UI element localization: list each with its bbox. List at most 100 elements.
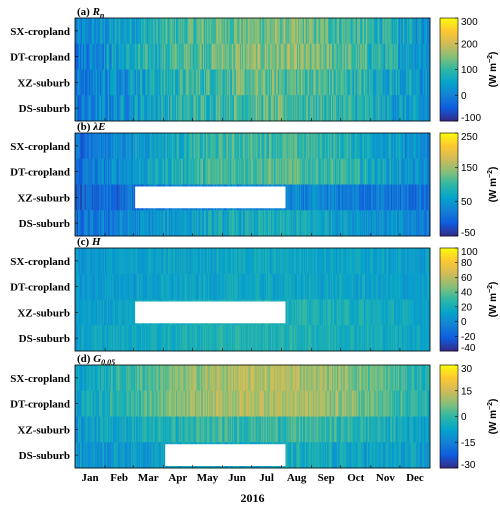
heatmap-cell — [85, 18, 87, 45]
colorbar-tick-label: 40 — [461, 288, 473, 299]
heatmap-cell — [399, 299, 402, 326]
heatmap-cell — [130, 95, 132, 122]
heatmap-cell — [114, 365, 117, 392]
heatmap-cell — [127, 95, 129, 122]
heatmap-cell — [172, 365, 175, 392]
heatmap-cell — [230, 248, 232, 275]
heatmap-cell — [168, 273, 170, 300]
heatmap-cell — [204, 248, 206, 275]
heatmap-cell — [233, 273, 235, 300]
heatmap-cell — [364, 365, 366, 392]
heatmap-cell — [422, 210, 424, 237]
heatmap-cell — [323, 69, 325, 96]
heatmap-cell — [164, 69, 166, 96]
heatmap-cell — [293, 43, 295, 70]
heatmap-cell — [130, 210, 132, 237]
heatmap-cell — [305, 69, 308, 96]
heatmap-cell — [261, 69, 263, 96]
heatmap-cell — [159, 95, 161, 122]
heatmap-cell — [169, 273, 171, 300]
heatmap-cell — [153, 210, 155, 237]
heatmap-cell — [250, 18, 252, 45]
heatmap-cell — [203, 248, 205, 275]
heatmap-cell — [269, 325, 272, 352]
heatmap-cell — [139, 95, 142, 122]
heatmap-cell — [233, 18, 235, 45]
heatmap-cell — [248, 365, 250, 392]
heatmap-cell — [222, 325, 224, 352]
heatmap-cell — [333, 325, 336, 352]
heatmap-cell — [404, 210, 407, 237]
heatmap-cell — [264, 158, 266, 185]
heatmap-cell — [192, 95, 194, 122]
heatmap-cell — [113, 248, 116, 275]
heatmap-cell — [290, 299, 292, 326]
heatmap-cell — [194, 95, 196, 122]
heatmap-cell — [251, 248, 253, 275]
heatmap-cell — [400, 43, 403, 70]
heatmap-cell — [96, 365, 98, 392]
heatmap-cell — [388, 210, 390, 237]
heatmap-cell — [258, 248, 260, 275]
heatmap-cell — [334, 43, 337, 70]
heatmap-cell — [418, 273, 420, 300]
heatmap-cell — [102, 18, 104, 45]
heatmap-cell — [416, 95, 418, 122]
heatmap-cell — [213, 158, 216, 185]
heatmap-cell — [421, 133, 423, 160]
heatmap-cell — [142, 273, 145, 300]
heatmap-cell — [286, 325, 288, 352]
heatmap-cell — [118, 210, 120, 237]
heatmap-cell — [290, 18, 292, 45]
heatmap-cell — [413, 248, 415, 275]
heatmap-cell — [166, 273, 168, 300]
heatmap-cell — [171, 325, 173, 352]
colorbar-segment — [440, 344, 458, 347]
heatmap-cell — [140, 69, 143, 96]
heatmap-cell — [300, 158, 302, 185]
heatmap-cell — [93, 184, 95, 211]
heatmap-cell — [338, 95, 341, 122]
heatmap-cell — [170, 133, 172, 160]
heatmap-cell — [427, 133, 429, 160]
heatmap-cell — [325, 299, 327, 326]
heatmap-cell — [428, 248, 430, 275]
heatmap-cell — [405, 325, 408, 352]
colorbar-segment — [440, 299, 458, 302]
heatmap-cell — [365, 69, 368, 96]
heatmap-cell — [244, 325, 247, 352]
heatmap-cell — [323, 133, 325, 160]
heatmap-cell — [181, 18, 184, 45]
heatmap-cell — [77, 248, 80, 275]
heatmap-cell — [384, 43, 386, 70]
heatmap-cell — [386, 69, 388, 96]
heatmap-cell — [373, 158, 376, 185]
heatmap-cell — [82, 69, 85, 96]
heatmap-cell — [92, 299, 94, 326]
heatmap-cell — [287, 273, 289, 300]
heatmap-cell — [383, 69, 385, 96]
heatmap-cell — [82, 95, 85, 122]
heatmap-cell — [283, 325, 285, 352]
heatmap-cell — [229, 133, 231, 160]
heatmap-cell — [254, 69, 256, 96]
heatmap-cell — [309, 365, 312, 392]
heatmap-cell — [250, 43, 252, 70]
heatmap-cell — [343, 95, 345, 122]
heatmap-cell — [377, 248, 379, 275]
heatmap-cell — [192, 69, 194, 96]
heatmap-cell — [196, 365, 198, 392]
heatmap-cell — [261, 133, 263, 160]
heatmap-cell — [118, 69, 120, 96]
heatmap-cell — [273, 69, 276, 96]
heatmap-cell — [155, 210, 157, 237]
heatmap-cell — [386, 299, 388, 326]
heatmap-cell — [133, 210, 135, 237]
heatmap-cell — [274, 18, 277, 45]
heatmap-cell — [115, 184, 118, 211]
heatmap-cell — [340, 184, 343, 211]
heatmap-cell — [188, 158, 190, 185]
heatmap-cell — [357, 18, 359, 45]
heatmap-cell — [265, 325, 267, 352]
